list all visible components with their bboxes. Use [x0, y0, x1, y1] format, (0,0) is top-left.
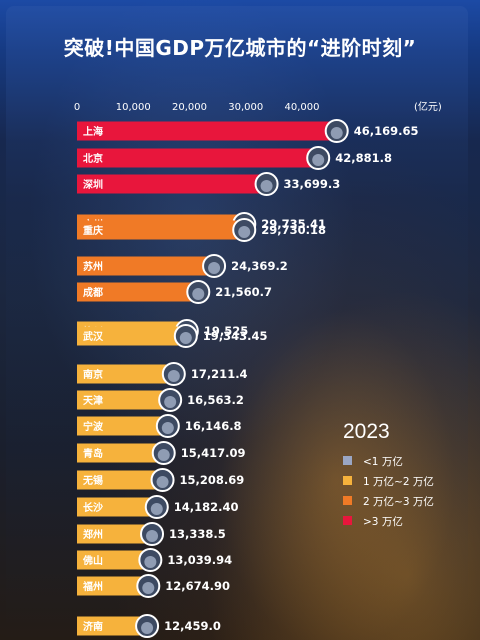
value-label: 12,674.90 — [165, 579, 230, 593]
city-icon — [312, 154, 325, 166]
city-icon — [167, 370, 180, 382]
value-label: 12,459.0 — [164, 619, 221, 633]
value-label: 19,343.45 — [203, 329, 268, 343]
city-label: 北京 — [83, 152, 103, 165]
bar — [77, 148, 319, 168]
value-label: 14,182.40 — [174, 500, 239, 514]
legend-swatch — [343, 516, 352, 525]
bar — [77, 364, 174, 384]
value-label: 46,169.65 — [354, 124, 419, 138]
bar — [77, 443, 164, 463]
legend-label: 2 万亿~3 万亿 — [363, 496, 434, 508]
city-icon — [192, 288, 205, 300]
city-icon — [156, 476, 169, 488]
bar — [77, 282, 199, 302]
bar — [77, 121, 337, 141]
city-label: 郑州 — [83, 528, 103, 541]
city-label: 佛山 — [82, 554, 103, 567]
value-label: 16,146.8 — [185, 419, 242, 433]
legend-swatch — [343, 456, 352, 465]
legend-swatch — [343, 476, 352, 485]
bar — [77, 390, 171, 410]
bar — [77, 220, 245, 240]
city-label: 上海 — [83, 125, 103, 138]
bar — [77, 174, 267, 194]
city-label: 武汉 — [83, 330, 104, 343]
x-tick-label: 0 — [74, 102, 80, 113]
city-icon — [157, 449, 170, 461]
value-label: 42,881.8 — [335, 151, 392, 165]
bar — [77, 616, 148, 636]
bar — [77, 576, 149, 596]
city-icon — [144, 556, 157, 568]
bar — [77, 550, 151, 570]
city-icon — [164, 396, 177, 408]
value-label: 29,730.18 — [261, 223, 326, 237]
city-label: 福州 — [82, 580, 103, 593]
legend-label: >3 万亿 — [363, 516, 403, 528]
city-icon — [146, 530, 159, 542]
value-label: 15,208.69 — [180, 473, 245, 487]
value-label: 24,369.2 — [231, 259, 288, 273]
city-label: 济南 — [83, 620, 103, 633]
city-label: 青岛 — [83, 447, 103, 460]
bar — [77, 416, 168, 436]
value-label: 15,417.09 — [181, 446, 246, 460]
city-label: 苏州 — [83, 260, 103, 273]
city-icon — [330, 127, 343, 139]
city-icon — [238, 226, 251, 238]
city-icon — [161, 422, 174, 434]
x-tick-label: 20,000 — [172, 102, 207, 113]
bar — [77, 524, 153, 544]
city-icon — [179, 332, 192, 344]
value-label: 16,563.2 — [187, 393, 244, 407]
value-label: 19,525 — [204, 324, 248, 338]
city-label: 长沙 — [83, 501, 103, 514]
value-label: 13,039.94 — [167, 553, 232, 567]
city-icon — [141, 622, 154, 634]
year-label: 2023 — [343, 420, 390, 443]
x-tick-label: 40,000 — [285, 102, 320, 113]
city-label: 宁波 — [83, 420, 104, 433]
bar — [77, 326, 186, 346]
city-label: 成都 — [83, 286, 103, 299]
chart-title: 突破!中国GDP万亿城市的“进阶时刻” — [63, 36, 417, 60]
value-label: 33,699.3 — [284, 177, 341, 191]
legend-label: 1 万亿~2 万亿 — [363, 476, 434, 488]
city-icon — [260, 180, 273, 192]
legend-label: <1 万亿 — [363, 456, 403, 468]
city-label: 无锡 — [82, 474, 103, 487]
value-label: 17,211.4 — [191, 367, 248, 381]
city-label: 天津 — [83, 394, 103, 407]
city-label: 深圳 — [83, 178, 103, 191]
city-icon — [150, 503, 163, 515]
city-label: 南京 — [83, 368, 103, 381]
value-label: 13,338.5 — [169, 527, 226, 541]
bar — [77, 470, 163, 490]
x-tick-label: 10,000 — [116, 102, 151, 113]
value-label: 21,560.7 — [215, 285, 272, 299]
legend-swatch — [343, 496, 352, 505]
city-icon — [142, 582, 155, 594]
unit-label: (亿元) — [414, 102, 442, 113]
value-label: 29,735.41 — [261, 217, 326, 231]
x-tick-label: 30,000 — [228, 102, 263, 113]
city-label: 重庆 — [83, 224, 103, 237]
bar — [77, 497, 157, 517]
city-icon — [208, 262, 221, 274]
bar — [77, 256, 215, 276]
